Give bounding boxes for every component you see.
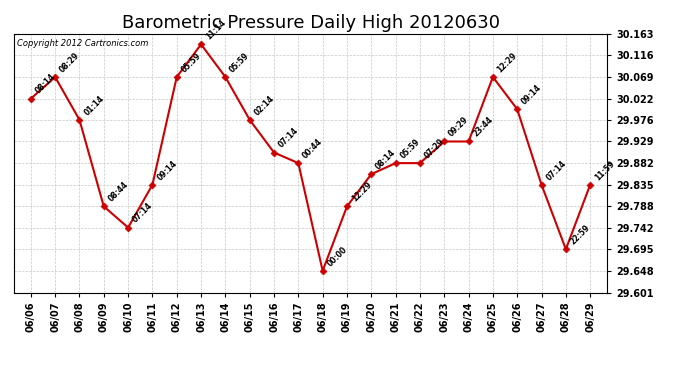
Title: Barometric Pressure Daily High 20120630: Barometric Pressure Daily High 20120630 xyxy=(121,14,500,32)
Text: 05:59: 05:59 xyxy=(179,51,203,74)
Text: 09:29: 09:29 xyxy=(447,115,471,139)
Text: 23:44: 23:44 xyxy=(471,115,495,139)
Text: 00:44: 00:44 xyxy=(301,137,324,160)
Text: 11:59: 11:59 xyxy=(593,159,616,182)
Text: 22:59: 22:59 xyxy=(569,223,592,246)
Text: 07:14: 07:14 xyxy=(544,159,568,182)
Text: 02:14: 02:14 xyxy=(253,94,276,117)
Text: 07:14: 07:14 xyxy=(131,201,155,225)
Text: 00:00: 00:00 xyxy=(326,244,349,268)
Text: 08:14: 08:14 xyxy=(34,72,57,96)
Text: Copyright 2012 Cartronics.com: Copyright 2012 Cartronics.com xyxy=(17,39,148,48)
Text: 08:14: 08:14 xyxy=(374,148,397,171)
Text: 07:14: 07:14 xyxy=(277,126,300,150)
Text: 07:29: 07:29 xyxy=(423,137,446,160)
Text: 12:29: 12:29 xyxy=(350,180,373,204)
Text: 08:44: 08:44 xyxy=(106,180,130,204)
Text: 08:29: 08:29 xyxy=(58,51,81,74)
Text: 09:14: 09:14 xyxy=(155,159,179,182)
Text: 09:14: 09:14 xyxy=(520,83,544,106)
Text: 05:59: 05:59 xyxy=(398,137,422,160)
Text: 11:14: 11:14 xyxy=(204,18,227,42)
Text: 05:59: 05:59 xyxy=(228,51,251,74)
Text: 12:29: 12:29 xyxy=(495,51,519,74)
Text: 01:14: 01:14 xyxy=(82,94,106,117)
